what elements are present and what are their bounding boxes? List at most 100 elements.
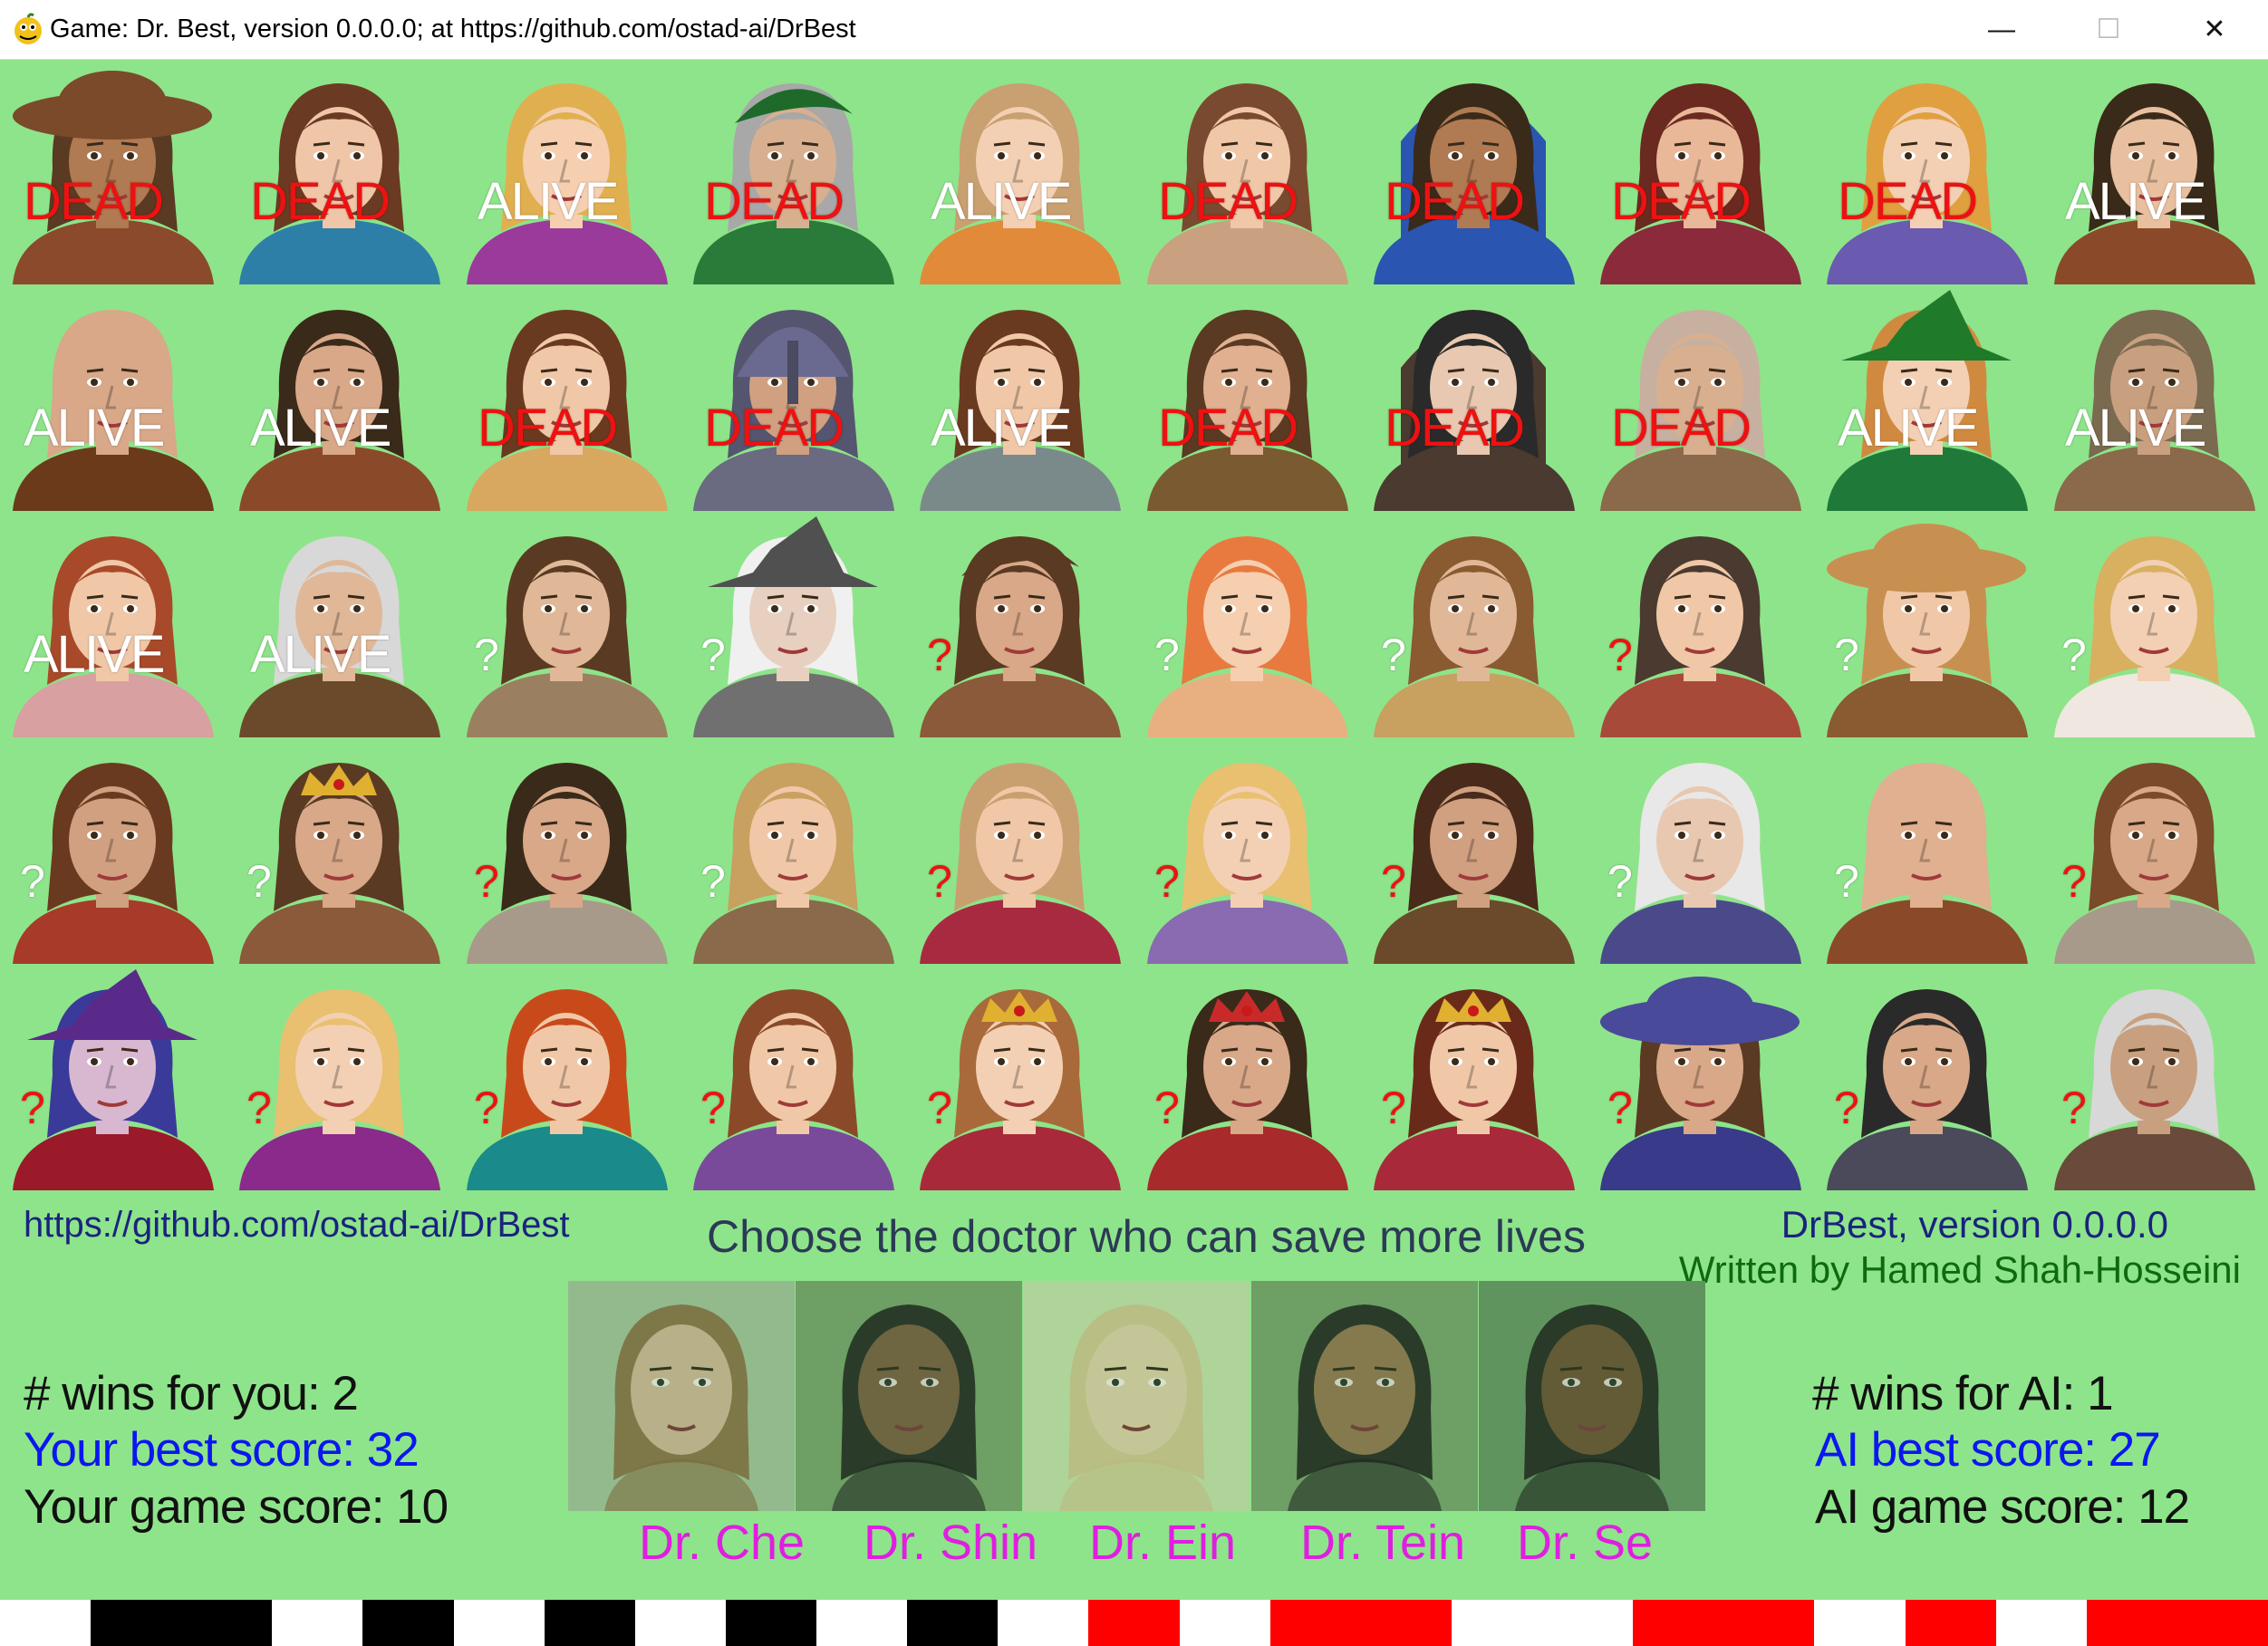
patient-portrait (920, 763, 1121, 964)
patient-portrait (1600, 83, 1801, 284)
history-segment (2087, 1600, 2177, 1646)
repo-url-link[interactable]: https://github.com/ostad-ai/DrBest (24, 1205, 570, 1245)
patient-status: ? (2061, 856, 2087, 907)
history-segment (635, 1600, 726, 1646)
patient-portrait (1147, 83, 1348, 284)
patient-portrait (1147, 989, 1348, 1190)
patient-tile: ? (2041, 739, 2267, 964)
doctor-card[interactable] (796, 1281, 1022, 1511)
doctor-portrait (1251, 1281, 1478, 1511)
patient-portrait (2054, 536, 2255, 737)
patient-status: ? (927, 630, 952, 680)
patient-portrait (693, 310, 894, 511)
patient-status: ? (20, 1083, 45, 1133)
patient-status: ? (2061, 1083, 2087, 1133)
patient-tile: ? (454, 966, 680, 1190)
patient-tile: ? (227, 966, 452, 1190)
patient-tile: ALIVE (2041, 60, 2267, 284)
patient-portrait (2054, 989, 2255, 1190)
patient-tile: DEAD (1814, 60, 2040, 284)
patient-status: DEAD (1611, 399, 1752, 457)
patient-tile: ALIVE (454, 60, 680, 284)
doctor-card[interactable] (1251, 1281, 1478, 1511)
history-segment (362, 1600, 454, 1646)
patient-portrait (239, 83, 440, 284)
doctor-label-che: Dr. Che (639, 1516, 806, 1570)
history-segment (272, 1600, 362, 1646)
patient-portrait (1374, 536, 1575, 737)
patient-portrait (1600, 977, 1801, 1190)
patient-tile: DEAD (0, 60, 226, 284)
patient-portrait (1374, 763, 1575, 964)
patient-tile: ALIVE (2041, 286, 2267, 511)
patient-portrait (920, 310, 1121, 511)
doctor-card[interactable] (1479, 1281, 1705, 1511)
author-label: Written by Hamed Shah-Hosseini (1678, 1248, 2241, 1291)
patient-portrait (467, 536, 668, 737)
history-segment (1180, 1600, 1270, 1646)
patient-status: ? (246, 856, 272, 907)
patient-tile: ALIVE (1814, 286, 2040, 511)
patient-portrait (2054, 310, 2255, 511)
patient-portrait (239, 536, 440, 737)
patient-portrait (1147, 763, 1348, 964)
patient-grid: DEAD DEAD ALIVE DEAD ALIVE DEAD DEAD DEAD DEAD AL… (0, 60, 2268, 1192)
patient-portrait (2054, 83, 2255, 284)
patient-portrait (1374, 310, 1575, 511)
patient-tile: ? (907, 739, 1133, 964)
maximize-button[interactable]: ☐ (2096, 14, 2121, 44)
ai-best-score: AI best score: 27 (1815, 1423, 2161, 1477)
patient-portrait (13, 969, 214, 1190)
patient-tile: ALIVE (907, 286, 1133, 511)
doctor-choices (568, 1281, 1706, 1511)
player-wins: # wins for you: 2 (24, 1367, 359, 1420)
patient-tile: ? (680, 739, 906, 964)
minimize-button[interactable]: — (1988, 14, 2015, 44)
patient-status: ? (20, 856, 45, 907)
version-label: DrBest, version 0.0.0.0 (1781, 1203, 2168, 1246)
history-segment (181, 1600, 272, 1646)
patient-status: ALIVE (2065, 172, 2206, 231)
doctor-card[interactable] (1023, 1281, 1250, 1511)
patient-status: DEAD (1838, 172, 1978, 231)
patient-status: DEAD (478, 399, 618, 457)
history-segment (998, 1600, 1088, 1646)
patient-tile: DEAD (227, 60, 452, 284)
patient-tile: DEAD (1134, 60, 1360, 284)
patient-tile: ? (1134, 513, 1360, 737)
patient-status: DEAD (1385, 172, 1525, 231)
history-segment (91, 1600, 181, 1646)
patient-status: ? (474, 630, 499, 680)
patient-portrait (2054, 763, 2255, 964)
history-segment (545, 1600, 635, 1646)
history-segment (1996, 1600, 2087, 1646)
patient-tile: ? (454, 739, 680, 964)
close-button[interactable]: ✕ (2203, 14, 2226, 44)
history-segment (1542, 1600, 1633, 1646)
patient-portrait (1147, 536, 1348, 737)
history-segment (1633, 1600, 1723, 1646)
patient-portrait (13, 763, 214, 964)
patient-status: ? (700, 856, 726, 907)
patient-portrait (467, 989, 668, 1190)
doctor-card[interactable] (568, 1281, 795, 1511)
patient-tile: ? (2041, 966, 2267, 1190)
patient-status: ALIVE (931, 399, 1072, 457)
patient-tile: ? (227, 739, 452, 964)
patient-tile: ? (1134, 739, 1360, 964)
patient-portrait (1827, 83, 2028, 284)
patient-tile: ? (0, 739, 226, 964)
patient-status: DEAD (704, 172, 844, 231)
history-segment (1270, 1600, 1361, 1646)
patient-tile: ? (454, 513, 680, 737)
patient-tile: DEAD (1134, 286, 1360, 511)
patient-tile: DEAD (680, 60, 906, 284)
patient-status: ? (1381, 856, 1406, 907)
history-segment (726, 1600, 816, 1646)
patient-tile: ? (680, 513, 906, 737)
window-title: Game: Dr. Best, version 0.0.0.0; at http… (50, 14, 856, 43)
patient-tile: ? (1814, 739, 2040, 964)
patient-status: DEAD (1611, 172, 1752, 231)
patient-portrait (1827, 524, 2028, 737)
player-best-score: Your best score: 32 (24, 1423, 420, 1477)
